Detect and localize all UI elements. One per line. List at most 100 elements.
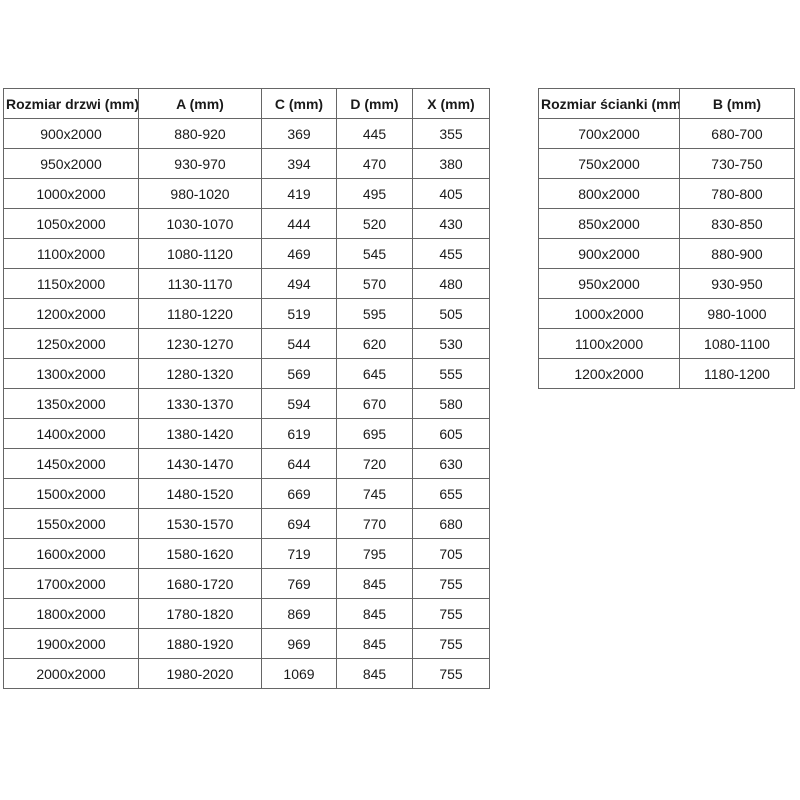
table-cell: 569 [261,358,337,389]
table-row: 1050x2000 1030-1070 444 520 430 [3,208,490,239]
table-row: 1000x2000 980-1000 [538,298,795,329]
table-cell: 544 [261,328,337,359]
table-cell: 769 [261,568,337,599]
column-header-d: D (mm) [336,88,413,119]
table-cell: 1500x2000 [3,478,139,509]
table-row: 1900x2000 1880-1920 969 845 755 [3,628,490,659]
table-cell: 655 [412,478,490,509]
table-cell: 745 [336,478,413,509]
table-cell: 800x2000 [538,178,680,209]
table-cell: 570 [336,268,413,299]
table-cell: 520 [336,208,413,239]
table-cell: 845 [336,658,413,689]
table-cell: 445 [336,118,413,149]
table-cell: 755 [412,568,490,599]
table-cell: 930-970 [138,148,262,179]
table-cell: 369 [261,118,337,149]
table-row: 700x2000 680-700 [538,118,795,149]
table-cell: 1530-1570 [138,508,262,539]
table-cell: 680-700 [679,118,795,149]
table-cell: 880-900 [679,238,795,269]
table-cell: 1300x2000 [3,358,139,389]
table-cell: 495 [336,178,413,209]
table-cell: 1400x2000 [3,418,139,449]
door-sizes-table-body: 900x2000 880-920 369 445 355 950x2000 930-970 3… [3,118,490,689]
table-cell: 645 [336,358,413,389]
table-cell: 1080-1100 [679,328,795,359]
table-cell: 900x2000 [538,238,680,269]
table-cell: 1900x2000 [3,628,139,659]
table-cell: 950x2000 [538,268,680,299]
table-cell: 630 [412,448,490,479]
table-cell: 1000x2000 [538,298,680,329]
table-cell: 1680-1720 [138,568,262,599]
table-cell: 595 [336,298,413,329]
table-cell: 720 [336,448,413,479]
table-cell: 444 [261,208,337,239]
table-cell: 670 [336,388,413,419]
table-cell: 980-1000 [679,298,795,329]
column-header-a: A (mm) [138,88,262,119]
table-row: 1450x2000 1430-1470 644 720 630 [3,448,490,479]
table-cell: 1480-1520 [138,478,262,509]
table-cell: 880-920 [138,118,262,149]
table-cell: 900x2000 [3,118,139,149]
table-cell: 680 [412,508,490,539]
table-cell: 755 [412,658,490,689]
table-cell: 1880-1920 [138,628,262,659]
table-cell: 695 [336,418,413,449]
table-cell: 605 [412,418,490,449]
table-header-row: Rozmiar ścianki (mm) B (mm) [538,88,795,119]
table-cell: 594 [261,388,337,419]
table-row: 1100x2000 1080-1100 [538,328,795,359]
table-cell: 1380-1420 [138,418,262,449]
table-cell: 1700x2000 [3,568,139,599]
table-cell: 1780-1820 [138,598,262,629]
table-row: 1350x2000 1330-1370 594 670 580 [3,388,490,419]
table-cell: 1550x2000 [3,508,139,539]
door-sizes-table-header: Rozmiar drzwi (mm) A (mm) C (mm) D (mm) … [3,88,490,119]
table-cell: 455 [412,238,490,269]
table-cell: 1100x2000 [538,328,680,359]
table-cell: 770 [336,508,413,539]
table-cell: 1069 [261,658,337,689]
table-cell: 545 [336,238,413,269]
table-cell: 1230-1270 [138,328,262,359]
table-row: 1250x2000 1230-1270 544 620 530 [3,328,490,359]
table-cell: 469 [261,238,337,269]
wall-sizes-table-header: Rozmiar ścianki (mm) B (mm) [538,88,795,119]
table-cell: 980-1020 [138,178,262,209]
column-header-rozmiar-drzwi: Rozmiar drzwi (mm) [3,88,139,119]
table-cell: 1800x2000 [3,598,139,629]
table-cell: 830-850 [679,208,795,239]
table-cell: 1200x2000 [3,298,139,329]
table-cell: 1280-1320 [138,358,262,389]
table-row: 900x2000 880-900 [538,238,795,269]
table-cell: 619 [261,418,337,449]
table-cell: 950x2000 [3,148,139,179]
table-row: 1200x2000 1180-1220 519 595 505 [3,298,490,329]
table-cell: 1450x2000 [3,448,139,479]
wall-sizes-table: Rozmiar ścianki (mm) B (mm) 700x2000 680-… [538,88,795,389]
table-cell: 394 [261,148,337,179]
table-cell: 1430-1470 [138,448,262,479]
column-header-c: C (mm) [261,88,337,119]
table-cell: 580 [412,388,490,419]
table-cell: 419 [261,178,337,209]
table-cell: 1200x2000 [538,358,680,389]
table-row: 2000x2000 1980-2020 1069 845 755 [3,658,490,689]
table-cell: 780-800 [679,178,795,209]
table-cell: 1330-1370 [138,388,262,419]
table-cell: 2000x2000 [3,658,139,689]
table-row: 950x2000 930-950 [538,268,795,299]
table-cell: 555 [412,358,490,389]
table-row: 1500x2000 1480-1520 669 745 655 [3,478,490,509]
table-row: 950x2000 930-970 394 470 380 [3,148,490,179]
column-header-rozmiar-scianki: Rozmiar ścianki (mm) [538,88,680,119]
table-cell: 730-750 [679,148,795,179]
table-cell: 1000x2000 [3,178,139,209]
table-cell: 644 [261,448,337,479]
table-cell: 845 [336,628,413,659]
table-cell: 505 [412,298,490,329]
table-cell: 1350x2000 [3,388,139,419]
